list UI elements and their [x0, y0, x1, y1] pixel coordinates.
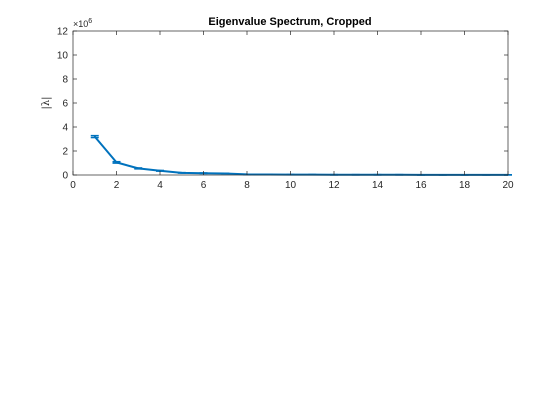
x-tick-label: 6	[201, 180, 207, 191]
y-tick-label: 0	[62, 171, 68, 182]
data-point	[180, 172, 183, 174]
plot-frame	[72, 30, 509, 176]
y-tick-label: 4	[62, 123, 68, 134]
x-tick-label: 18	[459, 180, 471, 191]
x-tick-label: 8	[244, 180, 250, 191]
y-exponent-label: ×106	[73, 18, 92, 29]
y-tick-label: 2	[62, 147, 68, 158]
y-tick-label: 8	[62, 75, 68, 86]
data-point	[93, 135, 96, 138]
data-point	[115, 161, 118, 164]
x-tick-label: 0	[70, 180, 76, 191]
y-axis-label: |λ|	[41, 96, 52, 109]
x-tick-label: 20	[502, 180, 514, 191]
y-tick-label: 12	[57, 27, 69, 38]
x-tick-label: 16	[415, 180, 427, 191]
x-tick-label: 12	[328, 180, 340, 191]
y-axis: 0 2 4 6 8 10 12	[57, 27, 508, 182]
x-tick-label: 4	[157, 180, 163, 191]
y-tick-label: 10	[57, 51, 69, 62]
plot-background	[73, 31, 508, 175]
chart-title: Eigenvalue Spectrum, Cropped	[208, 16, 371, 28]
data-point	[224, 172, 227, 175]
y-exponent-power: 6	[88, 18, 92, 25]
x-tick-label: 10	[285, 180, 297, 191]
y-tick-label: 6	[62, 99, 68, 110]
y-exponent-base: ×10	[73, 19, 88, 29]
x-tick-label: 14	[372, 180, 384, 191]
x-tick-label: 2	[114, 180, 120, 191]
data-point	[137, 167, 140, 170]
data-point	[159, 170, 161, 172]
